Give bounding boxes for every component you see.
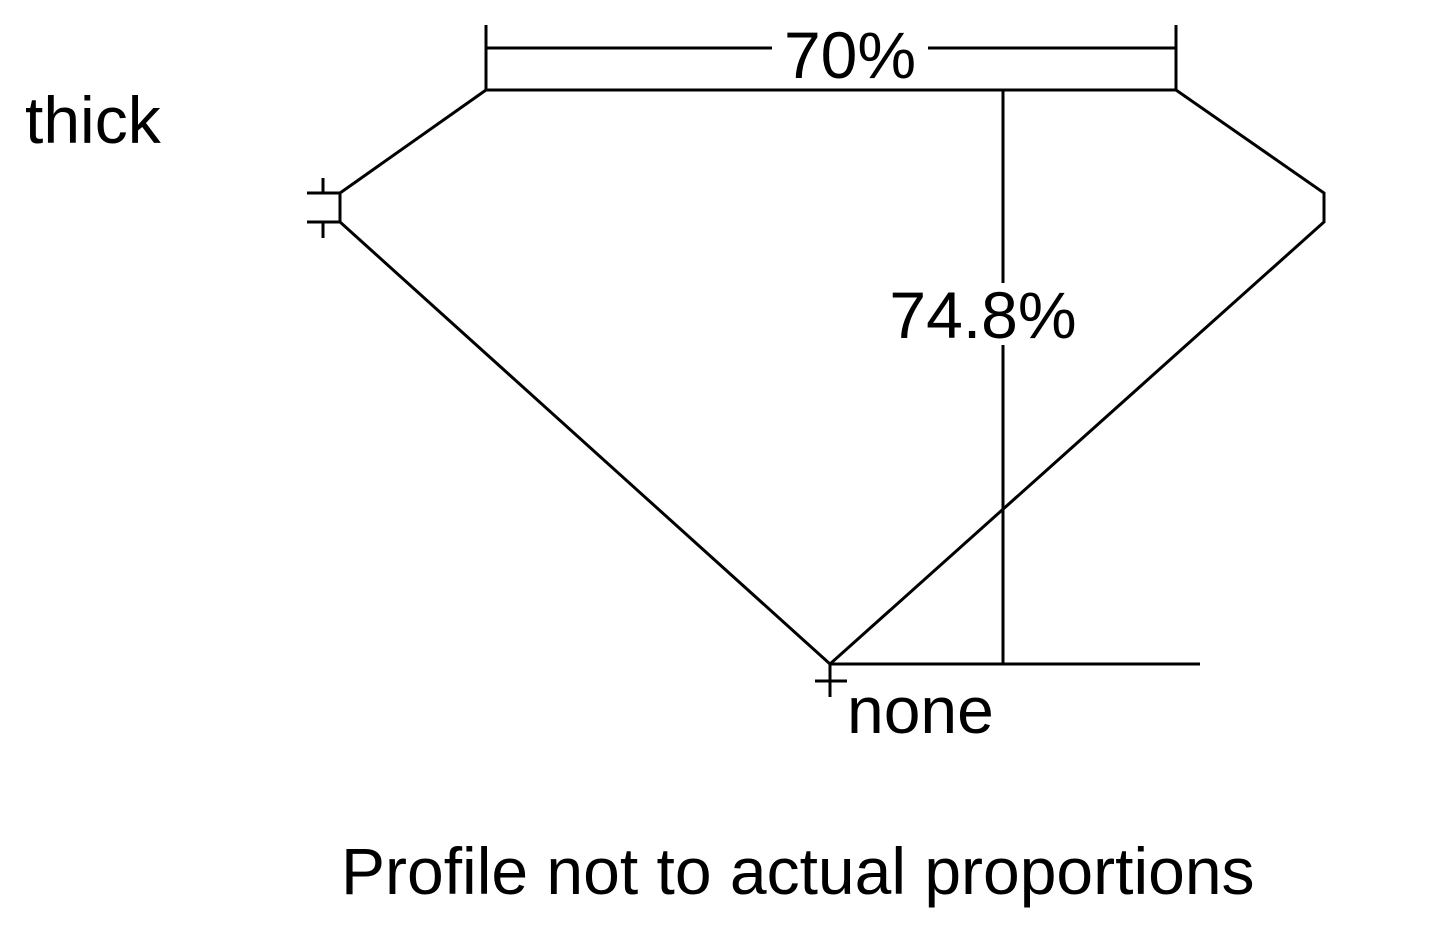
girdle-label: thick — [25, 83, 162, 157]
culet-label: none — [847, 673, 994, 747]
diamond-outline — [338, 88, 1326, 667]
table-percent-label: 70% — [784, 18, 916, 92]
depth-percent-label: 74.8% — [889, 278, 1076, 352]
caption: Profile not to actual proportions — [341, 834, 1255, 908]
